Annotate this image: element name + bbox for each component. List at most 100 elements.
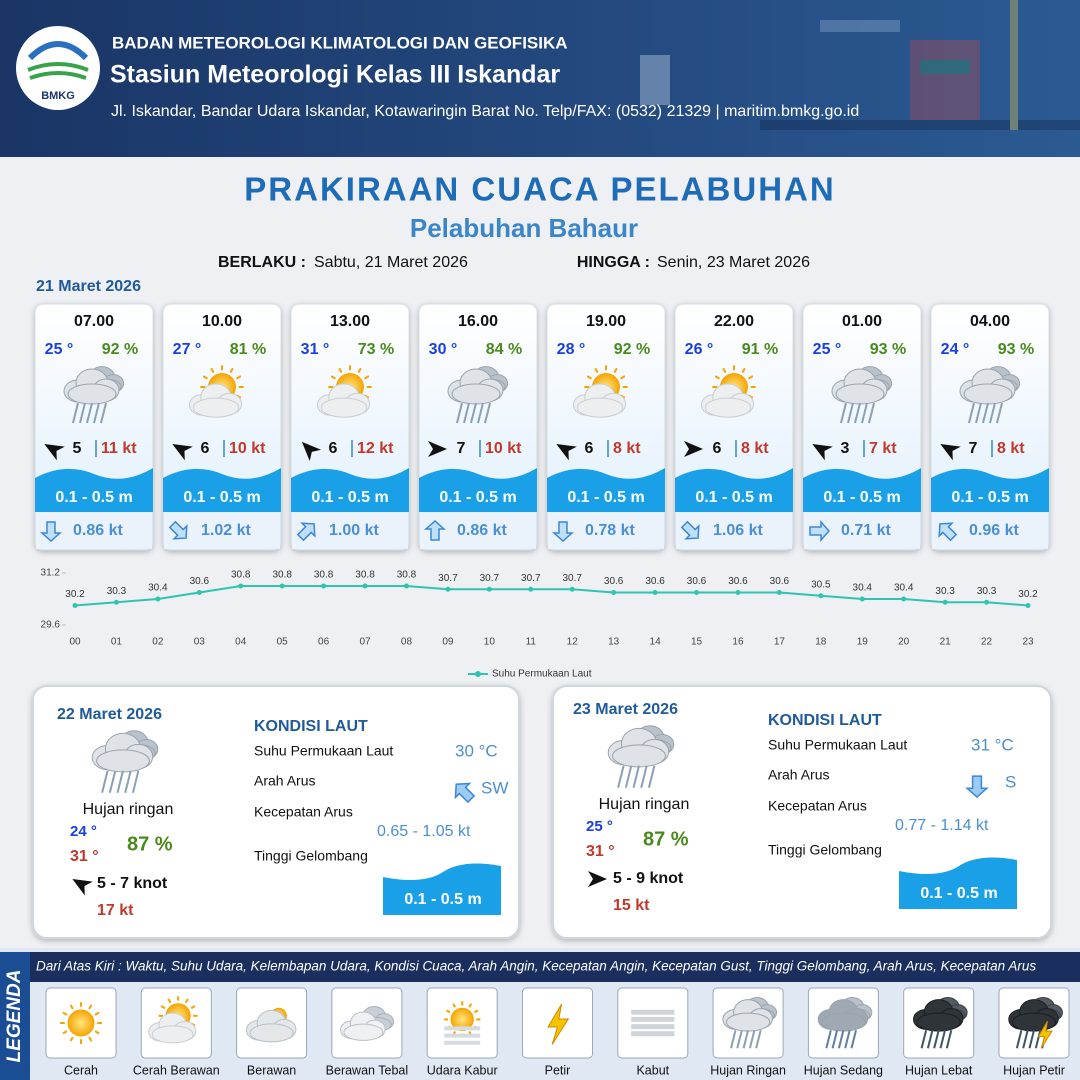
- current-arrow: [552, 521, 574, 543]
- rain-drop: [847, 402, 854, 424]
- rain-drop: [945, 1029, 953, 1049]
- weather-icon: [340, 1005, 395, 1041]
- gust: 10 kt: [229, 440, 266, 457]
- current-arrow: [424, 519, 446, 541]
- data-point: [652, 590, 658, 595]
- data-label: 30.8: [355, 570, 375, 581]
- legend-strip: [0, 952, 30, 1080]
- rain-drop: [837, 1029, 845, 1049]
- day-condition: Hujan ringan: [83, 801, 174, 818]
- data-label: 30.8: [397, 570, 417, 581]
- x-tick-label: 23: [1022, 637, 1034, 648]
- rain-drop: [996, 402, 1003, 424]
- wave-label: Tinggi Gelombang: [768, 842, 882, 858]
- weather-icon: [91, 730, 159, 794]
- header-decor: [640, 0, 1080, 130]
- wind-arrow: [588, 871, 607, 887]
- current-dir: SW: [481, 778, 508, 797]
- legend-item: Cerah: [64, 1063, 98, 1077]
- rain-drop: [116, 770, 124, 794]
- weather-icon: [817, 996, 873, 1049]
- sun-ray: [338, 367, 343, 373]
- current-speed: 0.71 kt: [841, 522, 891, 539]
- rain-drop: [825, 1029, 832, 1049]
- data-point: [113, 599, 119, 605]
- sun-ray: [613, 367, 618, 373]
- weather-icon: [148, 996, 198, 1044]
- weather-icon: [572, 365, 628, 418]
- rain-drop: [854, 402, 861, 424]
- time: 10.00: [202, 313, 242, 330]
- temp-max: 31 °: [70, 848, 99, 865]
- legend-item: Hujan Petir: [1003, 1063, 1065, 1077]
- cloud-part: [249, 1023, 294, 1043]
- title: PRAKIRAAN CUACA PELABUHAN: [244, 171, 835, 208]
- sst: 30 °C: [455, 741, 498, 760]
- temp-min: 24 °: [70, 823, 97, 840]
- humidity: 93 %: [870, 341, 906, 358]
- wind-arrow: [940, 444, 961, 461]
- cloud-part: [451, 383, 501, 405]
- legend-dot: [475, 671, 481, 677]
- rain-drop: [79, 402, 86, 424]
- air-temp: 24 °: [941, 341, 970, 358]
- current-speed: 0.96 kt: [969, 522, 1019, 539]
- current-arrow: [454, 782, 476, 804]
- legend-title: LEGENDA: [4, 970, 25, 1063]
- wind-arrow: [812, 444, 833, 461]
- sun-ray: [62, 1030, 68, 1035]
- data-point: [362, 583, 368, 589]
- wave-height: 0.1 - 0.5 m: [695, 489, 772, 506]
- until-label: HINGGA :: [577, 254, 650, 271]
- rain-drop: [933, 1029, 940, 1049]
- x-tick-label: 11: [526, 637, 537, 648]
- data-label: 30.3: [107, 586, 127, 597]
- wind-arrow: [301, 441, 322, 462]
- sun-ray: [167, 998, 172, 1004]
- wave-shape: [35, 468, 153, 512]
- sun-ray: [236, 375, 242, 380]
- cloud-part: [963, 383, 1013, 405]
- cloud-part: [821, 1012, 866, 1032]
- data-point: [984, 599, 990, 605]
- weather-icon: [700, 365, 756, 418]
- wave-height: 0.1 - 0.5 m: [823, 489, 900, 506]
- sun-ray: [88, 1036, 93, 1042]
- cloud-part: [835, 383, 885, 405]
- humidity: 92 %: [614, 341, 650, 358]
- rain-drop: [742, 1029, 750, 1049]
- rain-drop: [831, 1029, 839, 1049]
- data-label: 30.4: [894, 583, 914, 594]
- wind-arrow: [428, 441, 447, 457]
- wind-arrow: [172, 444, 193, 461]
- humidity: 84 %: [486, 341, 522, 358]
- wave-shape: [899, 857, 1017, 909]
- current-arrow: [296, 522, 316, 542]
- current-arrow: [680, 520, 700, 540]
- wind-speed: 6: [713, 440, 722, 457]
- current-speed: 1.02 kt: [201, 522, 251, 539]
- cloud-part: [726, 1012, 771, 1032]
- data-point: [528, 586, 534, 592]
- weather-icon: [316, 365, 372, 418]
- air-temp: 25 °: [45, 341, 74, 358]
- cloud-part: [192, 397, 240, 418]
- humidity: 91 %: [742, 341, 778, 358]
- rain-drop: [755, 1029, 762, 1049]
- current-speed: 0.86 kt: [457, 522, 507, 539]
- series-line: [74, 585, 1029, 607]
- dir-label: Arah Arus: [768, 767, 829, 783]
- x-tick-label: 19: [857, 637, 869, 648]
- wave-height: 0.1 - 0.5 m: [920, 885, 997, 902]
- rain-drop: [632, 765, 640, 789]
- x-tick-label: 05: [277, 637, 289, 648]
- rain-drop: [868, 402, 875, 424]
- gust: 7 kt: [869, 440, 897, 457]
- weather-icon: [60, 1002, 102, 1044]
- sun-ray: [722, 367, 727, 373]
- air-temp: 31 °: [301, 341, 330, 358]
- legend-item: Cerah Berawan: [133, 1063, 220, 1077]
- day-date: 23 Maret 2026: [573, 701, 678, 718]
- wind-speed: 3: [841, 440, 850, 457]
